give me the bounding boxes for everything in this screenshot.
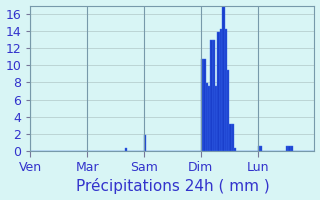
Bar (125, 148, 127, 151)
Bar (234, 148, 236, 151)
Bar (144, 135, 147, 151)
Bar (201, 59, 203, 151)
Bar (220, 29, 222, 151)
Bar (288, 146, 291, 151)
Bar (222, 6, 225, 151)
Bar (213, 40, 215, 151)
Bar (215, 86, 217, 151)
Bar (258, 146, 260, 151)
Bar (203, 59, 205, 151)
Bar (286, 146, 288, 151)
Bar (217, 32, 220, 151)
Bar (225, 29, 227, 151)
Bar (227, 70, 229, 151)
Bar (291, 146, 293, 151)
Bar (229, 124, 232, 151)
Bar (208, 86, 210, 151)
Bar (232, 124, 234, 151)
Bar (210, 40, 213, 151)
Bar (205, 83, 208, 151)
X-axis label: Précipitations 24h ( mm ): Précipitations 24h ( mm ) (76, 178, 269, 194)
Bar (260, 146, 262, 151)
